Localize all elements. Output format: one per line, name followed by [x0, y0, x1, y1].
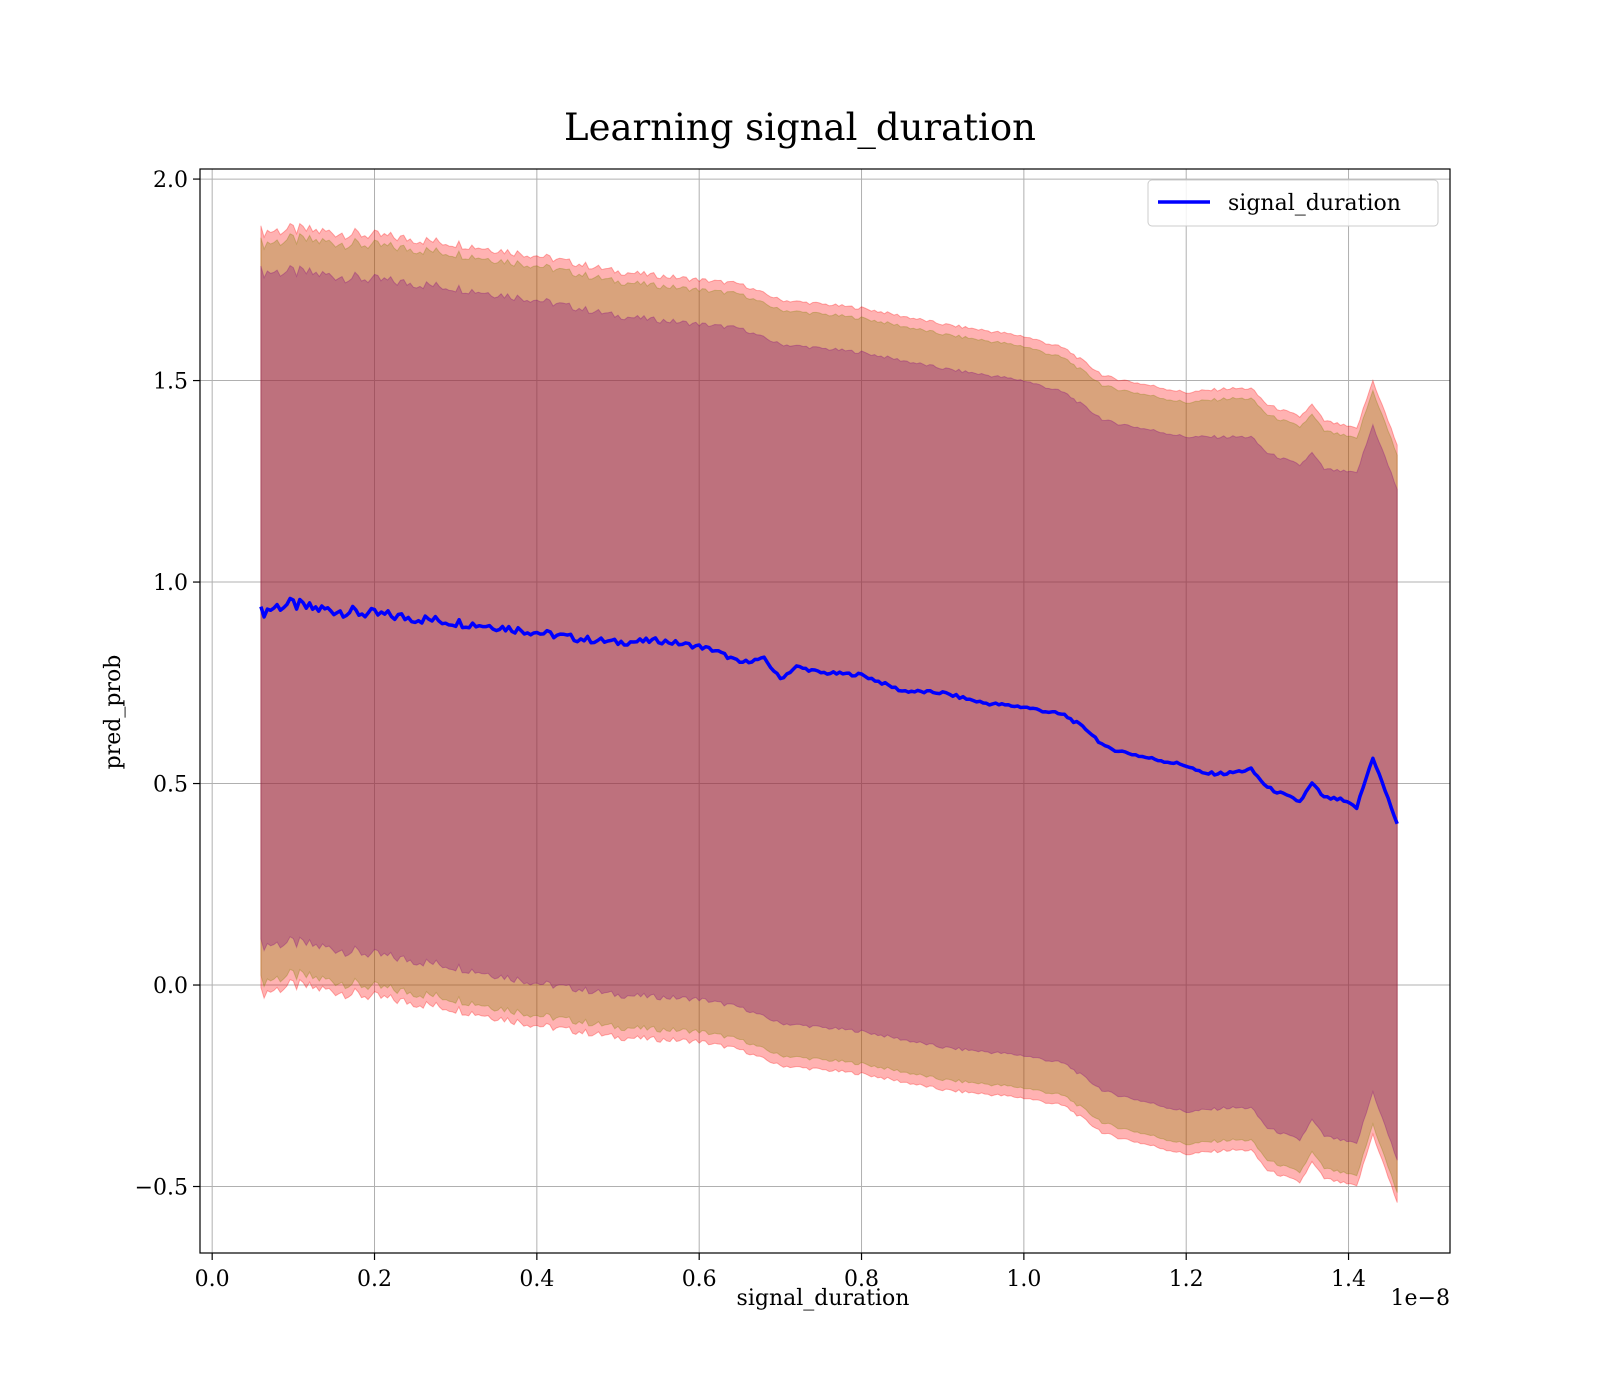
x-tick-label: 0.2 — [357, 1267, 392, 1292]
series-line-signal_duration — [259, 596, 1399, 825]
series-lines — [259, 596, 1399, 825]
x-tick-label: 1.0 — [1006, 1267, 1041, 1292]
x-tick-label: 1.4 — [1331, 1267, 1366, 1292]
legend: signal_duration — [1147, 179, 1439, 227]
y-tick-label: 0.0 — [153, 974, 188, 999]
confidence-band-3 — [260, 264, 1398, 1161]
x-tick-label: 0.4 — [519, 1267, 554, 1292]
x-tick-label: 0.0 — [195, 1267, 230, 1292]
y-tick-label: 2.0 — [153, 168, 188, 193]
y-tick-label: 1.0 — [153, 571, 188, 596]
axis-ticks: 0.0 0.2 0.4 0.6 0.8 1.0 1.2 1.4 −0.5 0.0 0.5 1.0 1.5… — [135, 168, 1366, 1292]
y-tick-label: 1.5 — [153, 370, 188, 395]
confidence-band-2 — [260, 232, 1398, 1193]
x-axis-title: signal_duration — [737, 1286, 910, 1311]
x-tick-label: 0.6 — [682, 1267, 717, 1292]
legend-box — [1147, 179, 1439, 227]
y-axis-title: pred_prob — [101, 655, 126, 770]
x-tick-label: 1.2 — [1169, 1267, 1204, 1292]
confidence-bands — [260, 222, 1398, 1203]
x-axis-offset-label: 1e−8 — [1391, 1286, 1450, 1311]
y-tick-label: 0.5 — [153, 773, 188, 798]
chart-title: Learning signal_duration — [564, 106, 1036, 150]
legend-label: signal_duration — [1228, 191, 1401, 216]
x-tick-label: 0.8 — [844, 1267, 879, 1292]
plot-area-frame — [199, 168, 1451, 1254]
y-tick-label: −0.5 — [135, 1176, 188, 1201]
grid-lines — [200, 169, 1450, 1253]
confidence-band-1 — [260, 222, 1398, 1203]
